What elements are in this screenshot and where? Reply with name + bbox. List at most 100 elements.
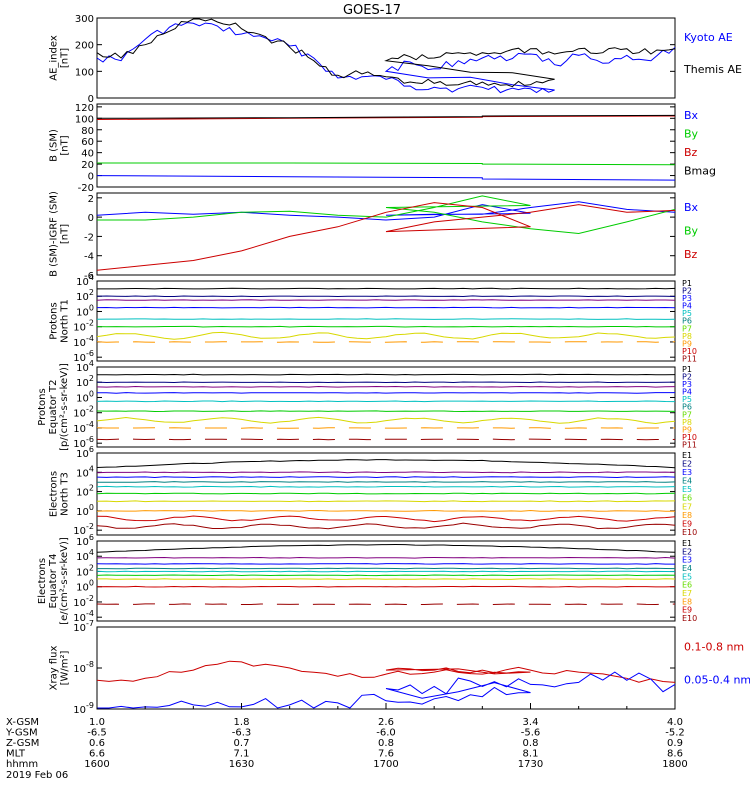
legend-entry: Bz bbox=[684, 146, 698, 159]
channel-label: E3 bbox=[682, 468, 692, 477]
series-e6 bbox=[96, 574, 676, 577]
x-tick-label: 8.1 bbox=[523, 749, 539, 760]
x-tick-label: 0.8 bbox=[523, 738, 539, 749]
series-p5 bbox=[96, 318, 676, 320]
series-bmag bbox=[96, 114, 676, 119]
x-tick-label: 1800 bbox=[662, 759, 687, 770]
y-tick-label: 100 bbox=[76, 389, 94, 404]
series-e6 bbox=[96, 492, 676, 495]
y-tick-label: 10-2 bbox=[73, 319, 94, 334]
channel-label: P10 bbox=[682, 433, 697, 442]
channel-label: P2 bbox=[682, 287, 692, 296]
y-tick-label: 10-4 bbox=[73, 420, 94, 435]
panel-frame bbox=[96, 540, 676, 622]
panel-frame bbox=[96, 280, 676, 362]
y-tick-label: 0 bbox=[88, 94, 94, 105]
series-e9 bbox=[96, 603, 676, 606]
y-axis-label: North T3 bbox=[60, 472, 71, 516]
y-axis-label: [W/m²] bbox=[60, 650, 71, 685]
channel-label: E6 bbox=[682, 581, 692, 590]
x-tick-label: -6.5 bbox=[87, 728, 107, 739]
series-e8 bbox=[96, 585, 676, 588]
series-themis-ae bbox=[96, 18, 676, 88]
panel-frame bbox=[96, 192, 676, 276]
y-axis-label: [e/(cm²-s-sr-keV)] bbox=[59, 537, 70, 625]
channel-label: E10 bbox=[682, 614, 697, 623]
channel-label: E2 bbox=[682, 547, 692, 556]
y-tick-label: 100 bbox=[75, 114, 94, 125]
series-p4 bbox=[96, 306, 676, 309]
channel-label: E8 bbox=[682, 511, 692, 520]
series-e9 bbox=[96, 515, 676, 523]
channel-label: E7 bbox=[682, 502, 692, 511]
panel-frame bbox=[96, 452, 676, 536]
channel-label: E6 bbox=[682, 494, 692, 503]
y-tick-label: 20 bbox=[81, 160, 94, 171]
y-axis-label: [nT] bbox=[60, 224, 71, 244]
channel-label: P1 bbox=[682, 279, 692, 288]
channel-label: E10 bbox=[682, 528, 697, 537]
panel-frame bbox=[96, 17, 676, 99]
series-e1 bbox=[96, 459, 676, 469]
y-axis-label: [nT] bbox=[60, 135, 71, 155]
series-p10 bbox=[96, 438, 676, 441]
x-row-label: Y-GSM bbox=[5, 728, 38, 739]
series-bz bbox=[96, 202, 676, 271]
channel-label: E1 bbox=[682, 451, 692, 460]
series-e5 bbox=[96, 570, 676, 573]
x-tick-label: 1700 bbox=[373, 759, 398, 770]
legend-entry: 0.1-0.8 nm bbox=[684, 641, 744, 654]
series-bx bbox=[96, 175, 676, 181]
series-p1 bbox=[96, 373, 676, 376]
channel-label: E4 bbox=[682, 477, 692, 486]
y-tick-label: 10-9 bbox=[73, 701, 94, 716]
y-tick-label: 60 bbox=[81, 137, 94, 148]
series-e10 bbox=[96, 522, 676, 530]
legend-entry: Kyoto AE bbox=[684, 31, 733, 44]
series-p1 bbox=[97, 287, 676, 290]
channel-label: P4 bbox=[682, 388, 692, 397]
x-tick-label: -6.3 bbox=[232, 728, 252, 739]
y-tick-label: 100 bbox=[75, 67, 94, 78]
y-axis-label: [p/(cm²-s-sr-keV)] bbox=[59, 363, 70, 451]
channel-label: P1 bbox=[682, 365, 692, 374]
series-bz bbox=[96, 115, 676, 120]
y-tick-label: 10-2 bbox=[73, 405, 94, 420]
y-axis-label: North T1 bbox=[60, 299, 71, 343]
x-row-label: X-GSM bbox=[6, 717, 39, 728]
y-tick-label: 300 bbox=[75, 14, 94, 25]
x-tick-label: -5.2 bbox=[665, 728, 685, 739]
series-p7 bbox=[96, 331, 676, 340]
y-tick-label: 80 bbox=[81, 126, 94, 137]
x-tick-label: 1.8 bbox=[234, 717, 250, 728]
y-tick-label: 102 bbox=[76, 288, 94, 303]
y-tick-label: -2 bbox=[84, 232, 94, 243]
series-0-05-0-4-nm bbox=[97, 671, 676, 709]
y-tick-label: 102 bbox=[76, 563, 94, 578]
y-tick-label: 102 bbox=[76, 484, 94, 499]
channel-label: P5 bbox=[682, 309, 692, 318]
channel-label: P8 bbox=[682, 418, 692, 427]
panel-frame bbox=[96, 626, 676, 710]
x-tick-label: -6.0 bbox=[376, 728, 396, 739]
y-axis-label: B (SM)-IGRF (SM) bbox=[49, 191, 60, 277]
x-tick-label: 0.8 bbox=[378, 738, 394, 749]
x-tick-label: 1630 bbox=[229, 759, 254, 770]
y-tick-label: 0 bbox=[88, 213, 94, 224]
legend-entry: Bx bbox=[684, 109, 699, 122]
series-e8 bbox=[96, 509, 675, 512]
channel-label: E3 bbox=[682, 556, 692, 565]
y-tick-label: 104 bbox=[76, 464, 94, 479]
channel-label: P5 bbox=[682, 395, 692, 404]
x-tick-label: 0.7 bbox=[234, 738, 250, 749]
series-e2 bbox=[96, 556, 676, 559]
panel-bdiff: 2 0 -2 -4 -6 B (SM)-IGRF (SM) [nT] Bx By Bz bbox=[49, 191, 699, 282]
channel-label: E4 bbox=[682, 564, 692, 573]
panel-frame bbox=[96, 366, 676, 448]
y-tick-label: 2 bbox=[88, 194, 94, 205]
series-p6 bbox=[96, 325, 676, 328]
plot-title: GOES-17 bbox=[343, 3, 401, 18]
y-tick-label: -6 bbox=[84, 271, 94, 282]
x-tick-label: 7.6 bbox=[378, 749, 394, 760]
